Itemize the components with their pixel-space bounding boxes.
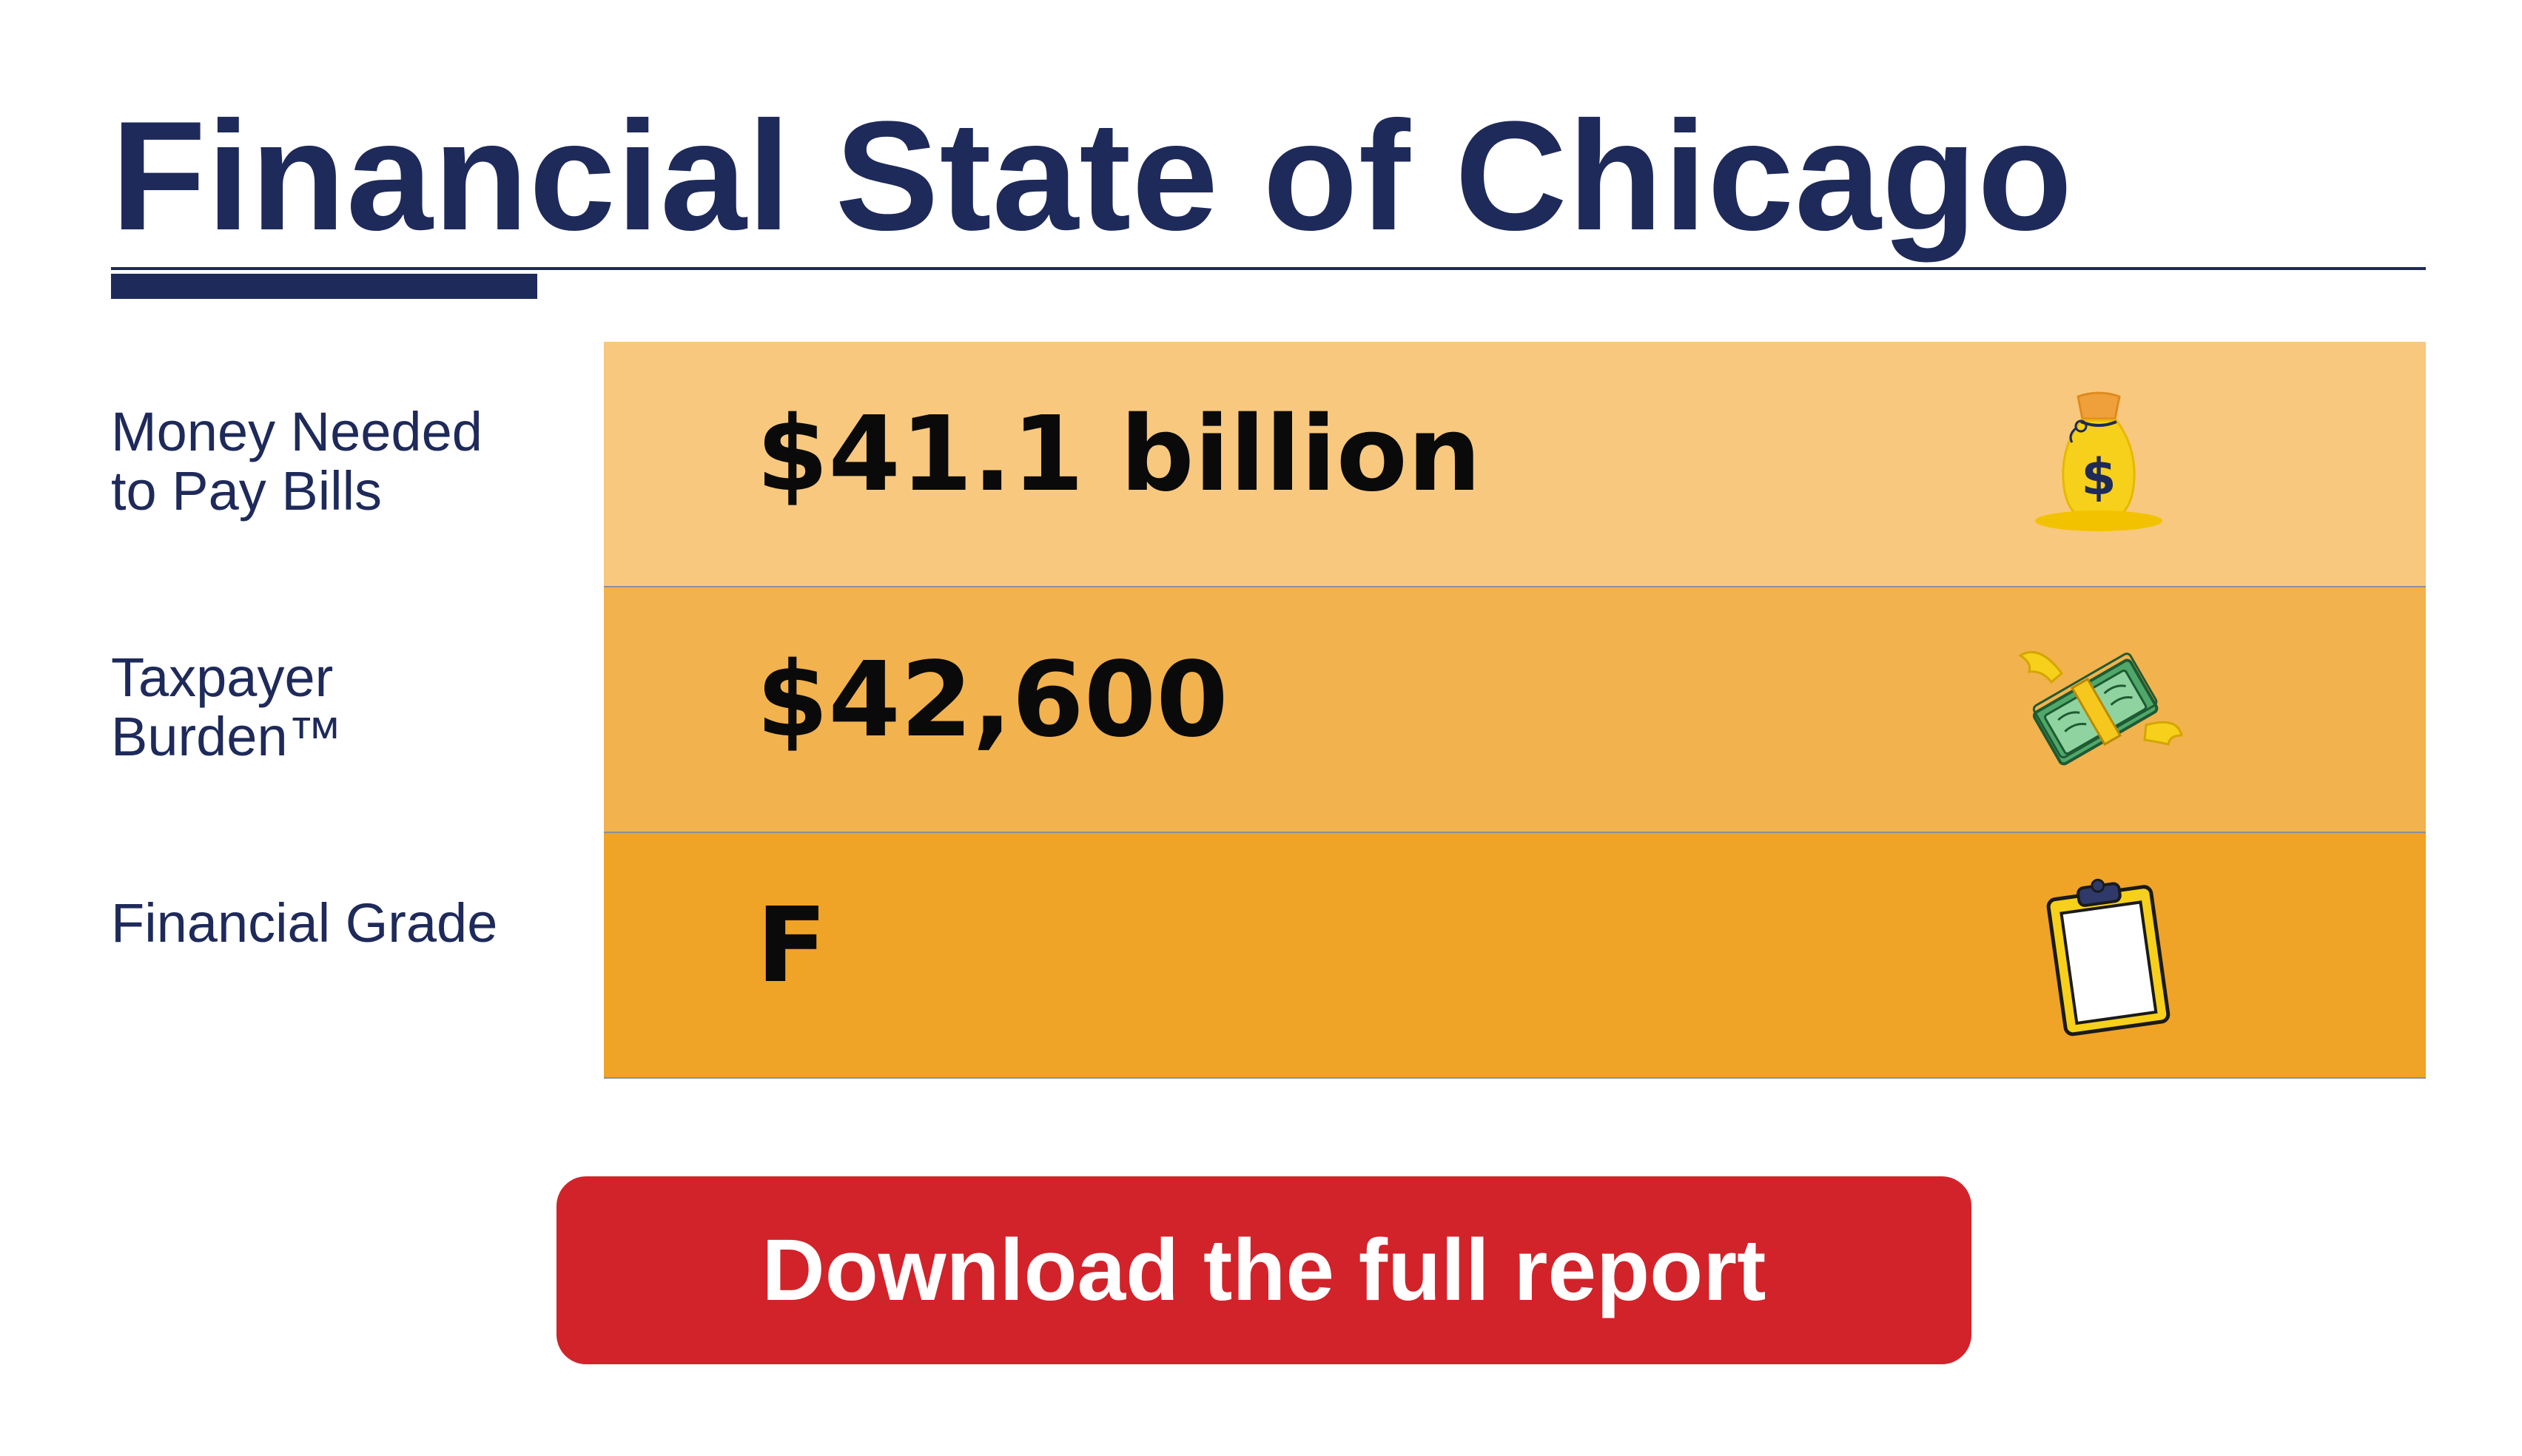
table-row-money-needed: Money Needed to Pay Bills $41.1 billion … [111,342,2426,587]
money-bag-icon: $ [2035,391,2162,531]
financial-summary-table: Money Needed to Pay Bills $41.1 billion … [111,342,2426,1079]
row-value-taxpayer-burden: $42,600 [756,640,1228,761]
flying-money-icon [2018,651,2183,766]
row-label-financial-grade: Financial Grade [111,892,498,954]
svg-text:$: $ [2081,448,2116,507]
title-accent-bar [111,274,537,299]
row-label-taxpayer-burden: Taxpayer Burden™ [111,647,343,767]
table-row-financial-grade: Financial Grade F [111,833,2426,1079]
title-underline [111,267,2426,270]
value-cell-taxpayer-burden: $42,600 [604,587,2426,833]
page-title: Financial State of Chicago [111,89,2074,263]
row-label-money-needed: Money Needed to Pay Bills [111,401,482,522]
value-cell-financial-grade: F [604,833,2426,1079]
download-report-button[interactable]: Download the full report [556,1176,1971,1364]
table-row-taxpayer-burden: Taxpayer Burden™ $42,600 [111,587,2426,833]
row-value-financial-grade: F [756,886,827,1006]
value-cell-money-needed: $41.1 billion $ [604,342,2426,587]
clipboard-icon [2046,878,2170,1037]
row-value-money-needed: $41.1 billion [756,394,1482,515]
